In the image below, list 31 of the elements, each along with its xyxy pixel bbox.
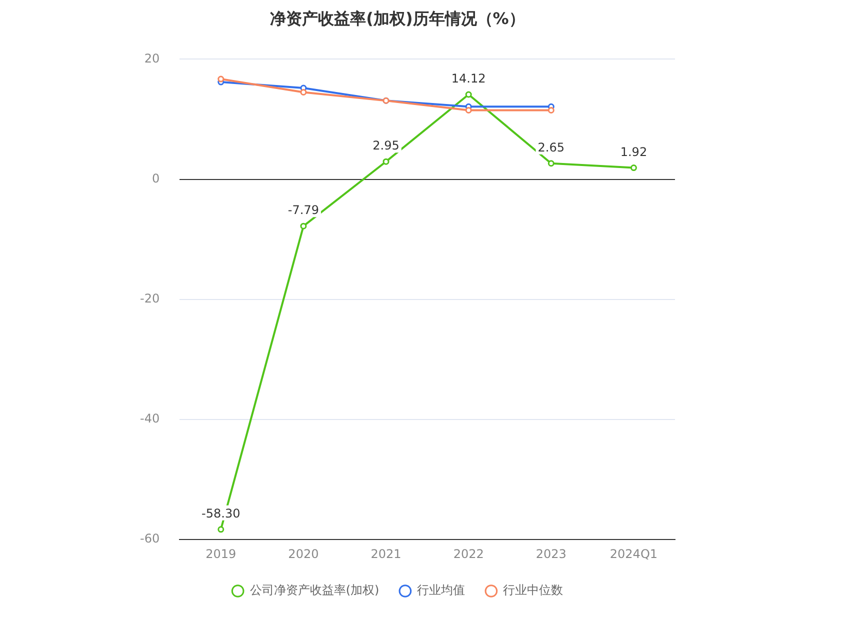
point <box>465 91 472 98</box>
data-label: 2.95 <box>372 138 400 153</box>
data-label: -7.79 <box>288 203 319 218</box>
x-tick-label: 2022 <box>453 546 484 561</box>
point <box>300 88 307 96</box>
legend-label: 行业均值 <box>417 583 466 598</box>
point <box>548 160 554 167</box>
y-tick-label: 20 <box>144 51 160 66</box>
y-tick-label: 0 <box>152 171 160 186</box>
x-tick-label: 2019 <box>206 546 236 561</box>
data-label: 2.65 <box>538 140 565 155</box>
legend-label: 公司净资产收益率(加权) <box>250 583 380 598</box>
y-tick-label: -20 <box>140 292 160 306</box>
data-label: -58.30 <box>202 506 240 521</box>
point <box>465 106 472 114</box>
data-label: 14.12 <box>451 72 486 86</box>
point <box>218 76 224 82</box>
point <box>300 222 307 230</box>
x-tick-label: 2020 <box>288 546 319 561</box>
point <box>630 164 637 172</box>
x-tick-label: 2023 <box>536 546 566 561</box>
data-label: 1.92 <box>620 144 648 159</box>
point <box>382 158 390 165</box>
point <box>218 526 224 533</box>
x-tick-label: 2021 <box>370 546 402 561</box>
y-tick-label: -60 <box>140 532 160 546</box>
legend-label: 行业中位数 <box>503 583 564 598</box>
chart-title: 净资产收益率(加权)历年情况（%） <box>270 8 525 28</box>
y-tick-label: -40 <box>140 412 160 426</box>
point <box>548 106 554 114</box>
x-tick-label: 2024Q1 <box>610 546 658 561</box>
